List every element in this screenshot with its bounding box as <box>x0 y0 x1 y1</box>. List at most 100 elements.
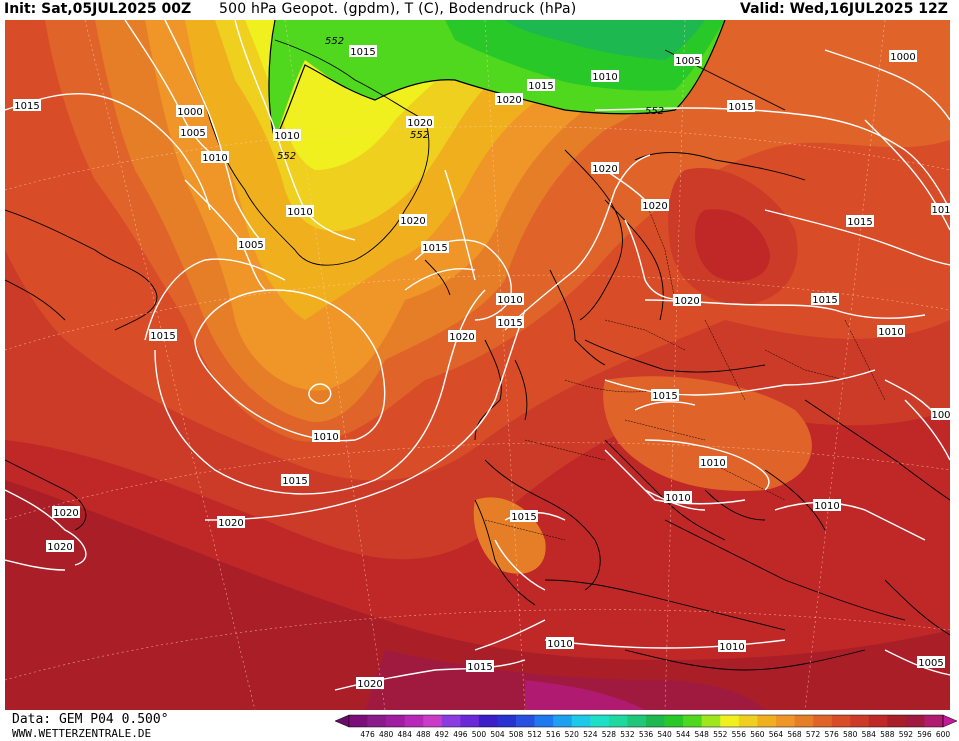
isobar-label: 1015 <box>846 215 874 228</box>
isobar-label: 1020 <box>406 116 434 129</box>
map-header: Init: Sat,05JUL2025 00Z 500 hPa Geopot. … <box>0 0 959 20</box>
weather-map: 1015 1000 1005 1010 1010 1005 1015 1010 … <box>5 20 950 710</box>
svg-text:1015: 1015 <box>497 318 522 329</box>
svg-text:1020: 1020 <box>407 118 432 129</box>
legend-value-label: 580 <box>843 730 858 739</box>
isobar-label: 1015 <box>496 316 524 329</box>
legend-value-label: 500 <box>471 730 487 739</box>
svg-text:1010: 1010 <box>665 493 690 504</box>
isobar-label: 1020 <box>673 294 701 307</box>
legend-value-label: 524 <box>583 730 598 739</box>
legend-value-label: 600 <box>935 730 951 739</box>
legend-swatch <box>590 715 610 727</box>
isobar-label: 1015 <box>510 510 538 523</box>
geopotential-label: 552 <box>645 106 664 117</box>
legend-swatch <box>905 715 925 727</box>
map-title: 500 hPa Geopot. (gpdm), T (C), Bodendruc… <box>219 1 577 17</box>
svg-text:100: 100 <box>931 410 950 421</box>
svg-text:1000: 1000 <box>177 107 202 118</box>
svg-text:1010: 1010 <box>274 131 299 142</box>
valid-time-label: Valid: Wed,16JUL2025 12Z <box>740 1 948 17</box>
legend-value-label: 492 <box>434 730 449 739</box>
isobar-label: 1015 <box>149 329 177 342</box>
svg-text:1020: 1020 <box>400 216 425 227</box>
isobar-label: 1010 <box>877 325 905 338</box>
svg-text:1010: 1010 <box>547 639 572 650</box>
legend-value-label: 592 <box>898 730 914 739</box>
isobars <box>5 20 950 691</box>
isobar-label: 1005 <box>674 54 702 67</box>
legend-value-label: 532 <box>620 730 635 739</box>
legend-value-label: 588 <box>880 730 895 739</box>
svg-text:1020: 1020 <box>218 518 243 529</box>
legend-swatch <box>367 715 387 727</box>
isobar-label: 1020 <box>641 199 669 212</box>
legend-value-label: 480 <box>378 730 394 739</box>
legend-swatch <box>386 715 405 727</box>
isobar-label: 1015 <box>466 660 494 673</box>
svg-text:1010: 1010 <box>878 327 903 338</box>
legend-value-label: 496 <box>453 730 468 739</box>
isobar-label: 1010 <box>286 205 314 218</box>
svg-text:1015: 1015 <box>847 217 872 228</box>
legend-value-label: 540 <box>657 730 672 739</box>
legend-value-label: 596 <box>917 730 932 739</box>
legend-swatch <box>608 715 628 727</box>
isobar-label: 1015 <box>527 79 555 92</box>
legend-swatch <box>571 715 591 727</box>
geopotential-shading <box>5 20 950 710</box>
isobar-label: 1015 <box>651 389 679 402</box>
geopotential-label: 552 <box>325 36 344 47</box>
legend-swatch <box>701 715 721 727</box>
isobar-labels: 1015 1000 1005 1010 1010 1005 1015 1010 … <box>13 45 950 690</box>
geopotential-label: 552 <box>277 151 296 162</box>
svg-text:1020: 1020 <box>496 95 521 106</box>
legend-swatch <box>627 715 647 727</box>
svg-text:1005: 1005 <box>918 658 943 669</box>
legend-swatch <box>924 715 944 727</box>
legend-swatch <box>831 715 851 727</box>
legend-arrow-left <box>334 714 350 728</box>
isobar-label: 1015 <box>281 474 309 487</box>
legend-swatch <box>757 715 777 727</box>
isobar-label: 1000 <box>176 105 204 118</box>
map-canvas: 1015 1000 1005 1010 1010 1005 1015 1010 … <box>5 20 950 710</box>
legend-color-bar <box>334 714 958 728</box>
svg-text:1015: 1015 <box>350 47 375 58</box>
isobar-label: 1010 <box>813 499 841 512</box>
legend-swatch <box>441 715 461 727</box>
isobar-label: 1005 <box>237 238 265 251</box>
svg-text:1010: 1010 <box>814 501 839 512</box>
isobar-label: 1010 <box>201 151 229 164</box>
isobar-label: 101 <box>931 203 950 216</box>
svg-text:1015: 1015 <box>150 331 175 342</box>
legend-value-label: 560 <box>750 730 765 739</box>
legend-swatch <box>683 715 702 727</box>
isobar-label: 1010 <box>273 129 301 142</box>
svg-text:1015: 1015 <box>467 662 492 673</box>
legend-swatch <box>460 715 480 727</box>
isobar-label: 1015 <box>727 100 755 113</box>
geopotential-labels: 552 552 552 552 <box>277 36 664 162</box>
svg-text:1010: 1010 <box>592 72 617 83</box>
isobar-label: 1020 <box>399 214 427 227</box>
svg-text:1020: 1020 <box>449 332 474 343</box>
isobar-label: 1010 <box>591 70 619 83</box>
legend-swatch <box>794 715 814 727</box>
legend-value-label: 564 <box>768 730 784 739</box>
legend-value-label: 568 <box>787 730 802 739</box>
isobar-label: 1015 <box>421 241 449 254</box>
svg-text:1015: 1015 <box>528 81 553 92</box>
isobar-label: 1020 <box>356 677 384 690</box>
svg-text:1015: 1015 <box>511 512 536 523</box>
svg-text:1005: 1005 <box>238 240 263 251</box>
svg-text:101: 101 <box>931 205 950 216</box>
svg-text:1010: 1010 <box>313 432 338 443</box>
isobar-label: 1015 <box>13 99 41 112</box>
legend-value-label: 576 <box>824 730 839 739</box>
legend-value-label: 544 <box>675 730 691 739</box>
svg-text:1015: 1015 <box>652 391 677 402</box>
legend-value-label: 548 <box>694 730 709 739</box>
legend-frame <box>348 714 944 728</box>
isobar-label: 1005 <box>917 656 945 669</box>
